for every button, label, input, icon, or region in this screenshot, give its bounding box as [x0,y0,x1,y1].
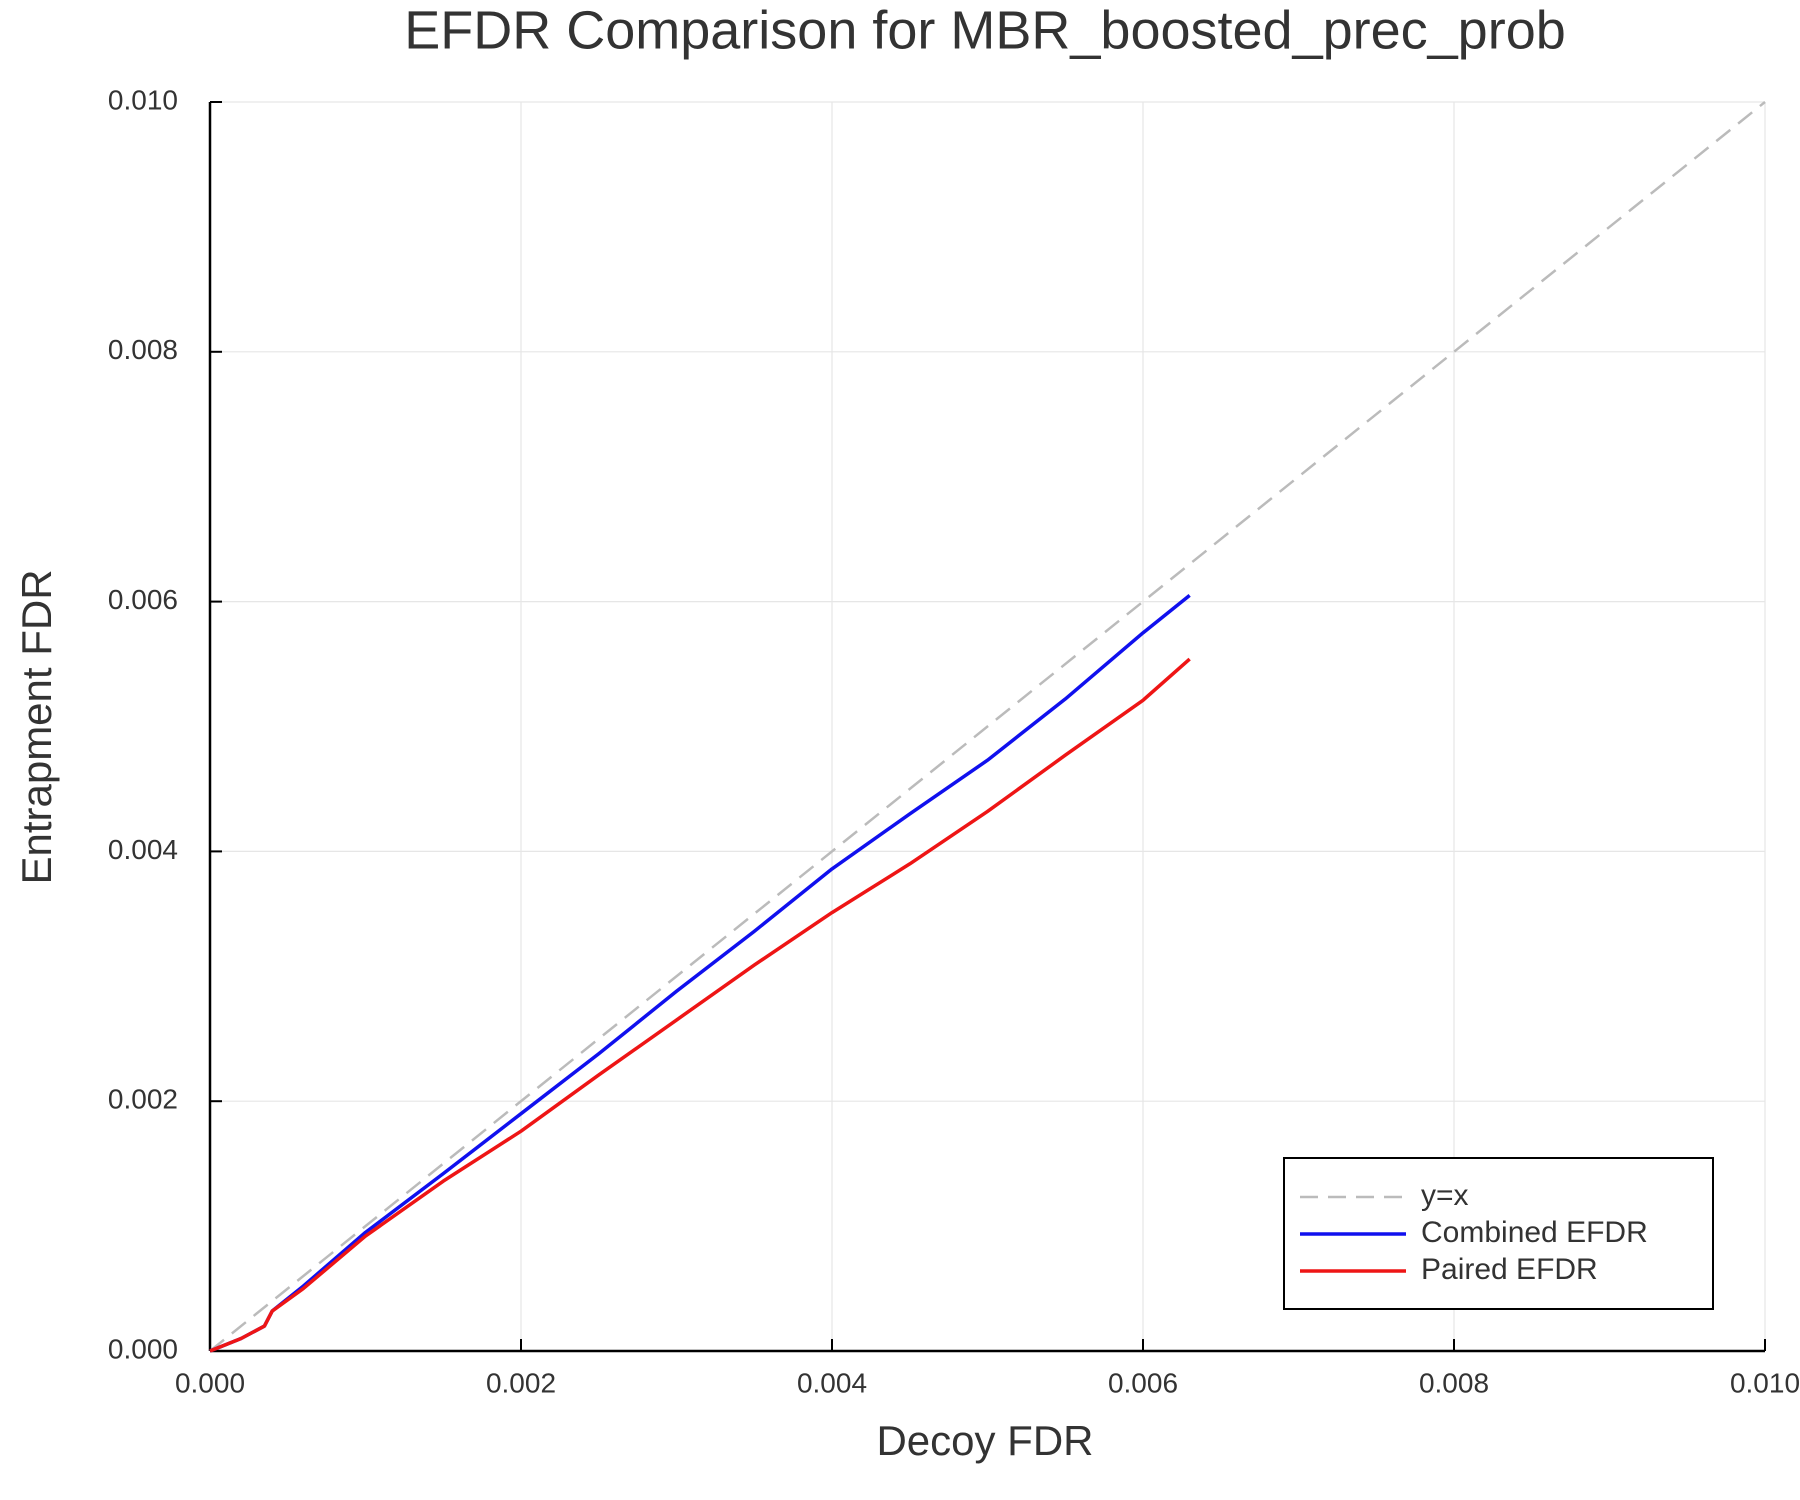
y-tick-label: 0.004 [108,834,178,865]
y-tick-label: 0.010 [108,84,178,115]
chart-title: EFDR Comparison for MBR_boosted_prec_pro… [404,0,1566,60]
series-line [209,101,1766,1352]
legend-label: y=x [1421,1179,1469,1212]
x-tick-label: 0.000 [175,1367,245,1398]
legend-label: Combined EFDR [1421,1216,1648,1249]
x-tick-label: 0.004 [797,1367,867,1398]
x-tick-label: 0.002 [486,1367,556,1398]
x-tick-label: 0.010 [1730,1367,1800,1398]
y-tick-label: 0.006 [108,584,178,615]
y-tick-label: 0.002 [108,1084,178,1115]
y-axis-label: Entrapment FDR [13,569,60,884]
x-tick-label: 0.006 [1108,1367,1178,1398]
series-line [209,593,1191,1353]
y-tick-label: 0.000 [108,1333,178,1364]
y-tick-label: 0.008 [108,334,178,365]
x-tick-label: 0.008 [1419,1367,1489,1398]
legend-label: Paired EFDR [1421,1253,1598,1286]
series-line [209,657,1191,1353]
x-axis-label: Decoy FDR [876,1417,1093,1464]
